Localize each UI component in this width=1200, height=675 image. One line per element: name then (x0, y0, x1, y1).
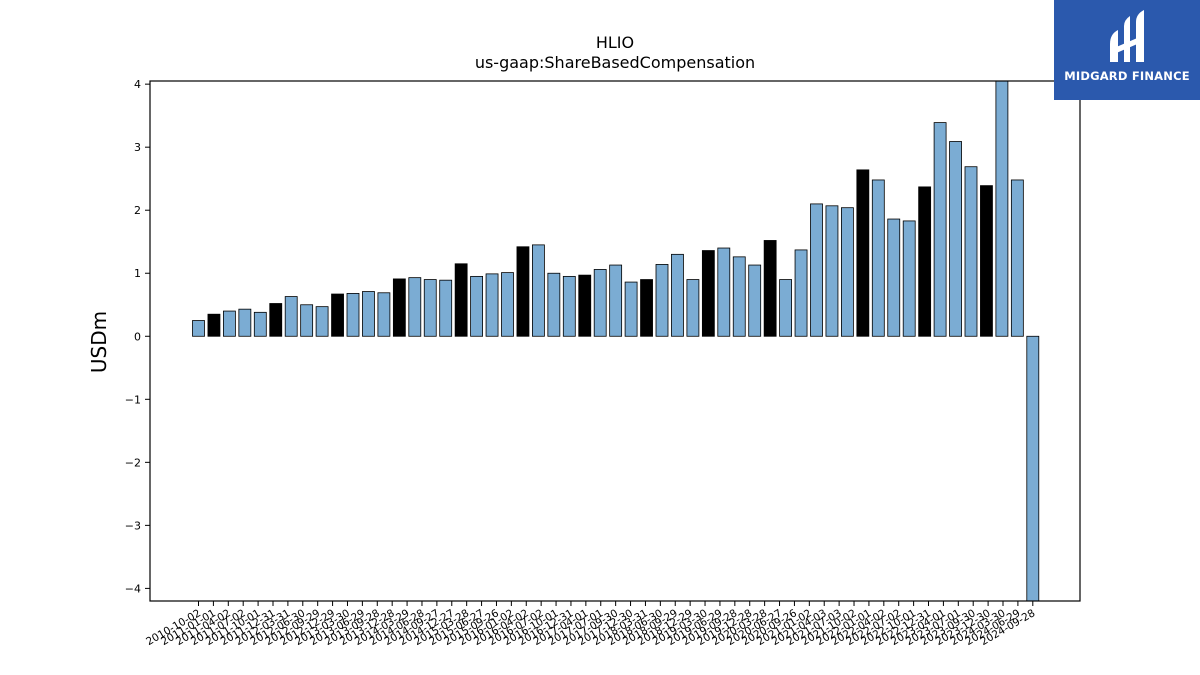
bar-8 (315, 306, 329, 337)
bar-22 (532, 244, 545, 337)
bar-11 (362, 291, 375, 337)
chart-subtitle: us-gaap:ShareBasedCompensation (475, 53, 755, 72)
bar-0 (192, 320, 205, 337)
bar-7 (300, 304, 314, 337)
bar-21 (516, 246, 530, 337)
bar-14 (408, 277, 422, 337)
bar-47 (918, 186, 932, 337)
bar-13 (392, 278, 406, 337)
bar-6 (284, 296, 298, 337)
bar-39 (794, 249, 808, 337)
plot-frame (149, 80, 1081, 602)
bar-27 (609, 264, 623, 337)
logo-text: MIDGARD FINANCE (1064, 69, 1190, 83)
chart-title: HLIO (596, 33, 634, 52)
bar-32 (686, 279, 700, 337)
bar-49 (949, 141, 962, 337)
bar-44 (871, 179, 885, 337)
y-tick-label: −3 (125, 519, 141, 532)
bar-24 (562, 275, 576, 337)
bar-16 (439, 279, 453, 337)
midgard-logo: MIDGARD FINANCE (1054, 0, 1200, 100)
bar-9 (331, 293, 344, 337)
bar-33 (701, 250, 715, 337)
bar-15 (423, 279, 437, 337)
y-tick-label: 3 (134, 141, 141, 154)
midgard-logo-icon (1110, 10, 1144, 62)
bar-45 (887, 218, 901, 337)
bar-4 (253, 311, 267, 337)
bar-53 (1010, 179, 1024, 337)
bar-18 (470, 275, 484, 337)
bar-17 (454, 263, 468, 337)
bar-1 (207, 313, 221, 337)
bar-41 (825, 205, 839, 337)
bar-38 (779, 279, 792, 337)
bar-25 (578, 274, 592, 337)
bar-10 (346, 293, 360, 337)
bar-35 (732, 256, 746, 337)
bar-23 (547, 272, 561, 337)
bar-51 (980, 185, 993, 337)
bar-48 (933, 122, 947, 337)
bar-42 (841, 207, 854, 337)
bar-31 (671, 253, 684, 337)
y-tick-label: 4 (134, 78, 141, 91)
y-tick-label: −4 (125, 582, 141, 595)
y-tick-label: 1 (134, 267, 141, 280)
bar-50 (964, 166, 978, 337)
bar-30 (655, 264, 669, 337)
y-tick-label: 2 (134, 204, 141, 217)
bar-28 (624, 281, 638, 337)
bar-12 (377, 292, 391, 337)
x-axis: 2010-10-022011-01-012011-04-022011-07-02… (144, 601, 1037, 648)
bar-3 (238, 308, 252, 337)
bar-26 (593, 269, 607, 337)
bar-34 (717, 247, 731, 337)
bar-5 (269, 303, 283, 337)
y-tick-label: −1 (125, 393, 141, 406)
bar-20 (501, 272, 514, 337)
y-tick-label: −2 (125, 456, 141, 469)
bar-43 (856, 169, 870, 337)
y-tick-label: 0 (134, 330, 141, 343)
bar-46 (902, 220, 916, 337)
bars-group (192, 80, 1040, 602)
bar-19 (485, 273, 499, 337)
bar-37 (763, 240, 777, 337)
bar-54 (1026, 335, 1040, 602)
bar-40 (810, 203, 823, 337)
y-axis: −4 −3 −2 −1 0 1 2 3 4 (125, 78, 150, 595)
bar-36 (748, 264, 762, 337)
y-axis-label: USDm (87, 311, 111, 373)
bar-52 (995, 80, 1009, 337)
bar-29 (640, 279, 653, 337)
bar-2 (222, 310, 236, 337)
